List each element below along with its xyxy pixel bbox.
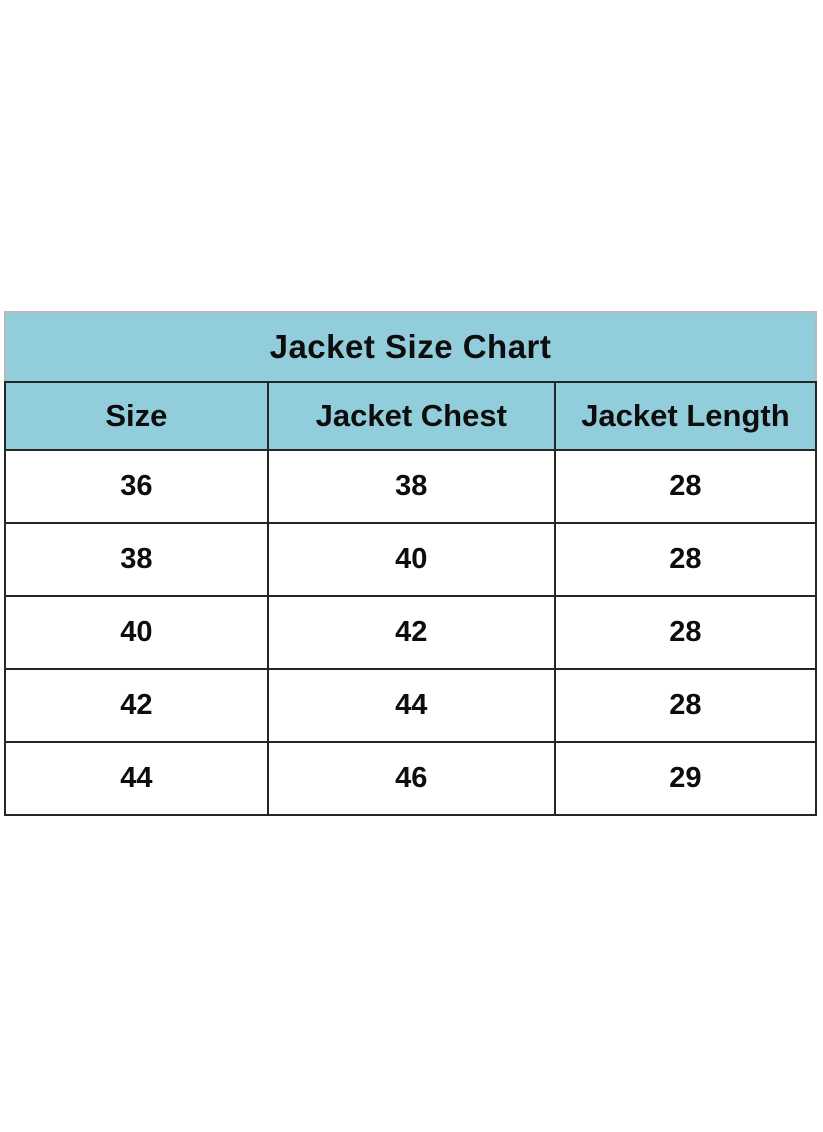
size-table: Size Jacket Chest Jacket Length 36 38 28 38… (4, 381, 818, 816)
column-header-jacket-length: Jacket Length (553, 381, 818, 451)
table-cell: 40 (266, 522, 556, 597)
table-cell: 38 (4, 522, 269, 597)
column-header-jacket-chest: Jacket Chest (266, 381, 556, 451)
table-cell: 28 (553, 449, 818, 524)
table-row: 40 42 28 (4, 595, 818, 670)
table-cell: 36 (4, 449, 269, 524)
table-cell: 46 (266, 741, 556, 816)
table-cell: 42 (4, 668, 269, 743)
jacket-size-chart: Jacket Size Chart Size Jacket Chest Jack… (4, 311, 818, 816)
header-row: Size Jacket Chest Jacket Length (4, 381, 818, 451)
table-cell: 29 (553, 741, 818, 816)
table-cell: 44 (266, 668, 556, 743)
table-cell: 44 (4, 741, 269, 816)
table-row: 36 38 28 (4, 449, 818, 524)
table-cell: 28 (553, 595, 818, 670)
table-body: 36 38 28 38 40 28 40 42 28 42 44 28 44 46 29 (4, 449, 818, 816)
table-cell: 38 (266, 449, 556, 524)
table-cell: 28 (553, 668, 818, 743)
table-cell: 28 (553, 522, 818, 597)
table-row: 44 46 29 (4, 741, 818, 816)
column-header-size: Size (4, 381, 269, 451)
table-row: 42 44 28 (4, 668, 818, 743)
table-row: 38 40 28 (4, 522, 818, 597)
table-cell: 40 (4, 595, 269, 670)
table-cell: 42 (266, 595, 556, 670)
chart-title: Jacket Size Chart (4, 311, 817, 381)
